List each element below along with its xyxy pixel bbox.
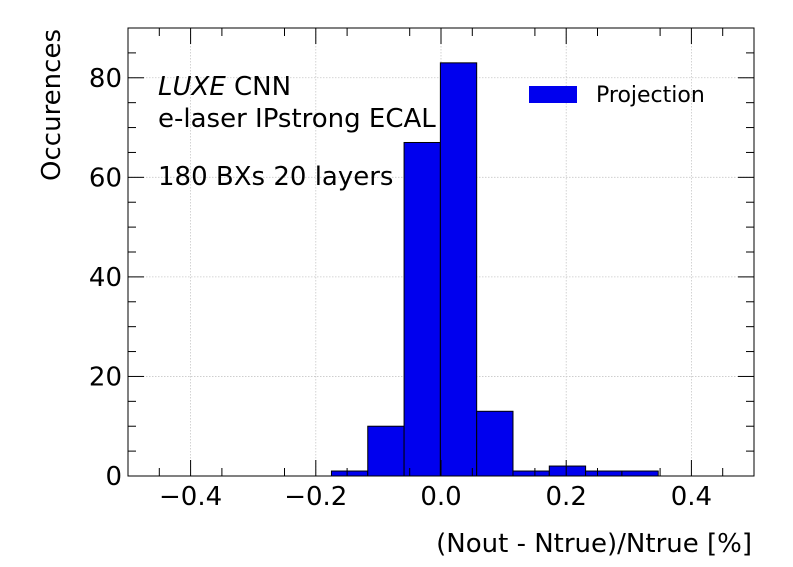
y-tick-label: 60 (89, 163, 122, 193)
y-tick-labels: 0 20 40 60 80 (89, 64, 122, 492)
histogram-bar (403, 141, 441, 477)
x-tick-label: 0.0 (420, 482, 461, 512)
histogram-bar (585, 470, 623, 477)
setup-annotation: e-laser IPstrong ECAL (158, 104, 436, 134)
legend-swatch (529, 86, 577, 103)
histogram-bar (621, 470, 659, 477)
x-tick-label: −0.4 (159, 482, 222, 512)
config-annotation: 180 BXs 20 layers (158, 162, 393, 192)
x-tick-label: −0.2 (284, 482, 347, 512)
y-tick-label: 0 (105, 462, 122, 492)
experiment-name: LUXE (158, 72, 226, 102)
x-axis-label: (Nout - Ntrue)/Ntrue [%] (436, 529, 752, 559)
histogram-bar (439, 62, 478, 477)
histogram-bar (512, 470, 550, 477)
x-tick-label: 0.2 (546, 482, 587, 512)
x-tick-labels: −0.4 −0.2 0.0 0.2 0.4 (159, 482, 712, 512)
y-axis-label: Occurences (37, 29, 67, 181)
y-tick-label: 20 (89, 362, 122, 392)
y-tick-label: 80 (89, 64, 122, 94)
histogram-bar (367, 425, 405, 477)
legend: Projection (529, 83, 705, 108)
y-tick-label: 40 (89, 263, 122, 293)
model-name: CNN (234, 72, 291, 102)
legend-label-projection: Projection (596, 83, 705, 108)
histogram-bar (548, 465, 587, 477)
histogram-bar (476, 410, 514, 477)
x-tick-label: 0.4 (671, 482, 712, 512)
histogram-bar (330, 470, 369, 477)
histogram-bars (330, 62, 659, 477)
plot-frame (127, 27, 755, 477)
luxe-cnn-annotation: LUXE CNN (158, 72, 291, 102)
